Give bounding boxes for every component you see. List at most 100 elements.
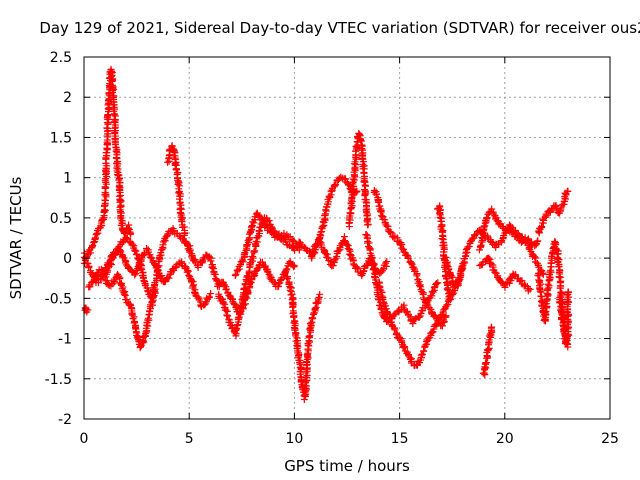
data-point xyxy=(335,247,343,255)
data-point xyxy=(92,234,100,242)
data-point xyxy=(531,253,539,261)
data-point xyxy=(235,262,243,270)
series-a4 xyxy=(80,245,215,311)
data-point xyxy=(85,264,93,272)
data-point xyxy=(385,313,393,321)
data-point xyxy=(502,280,510,288)
data-point xyxy=(376,207,384,215)
data-point xyxy=(382,302,390,310)
data-point xyxy=(146,253,154,261)
data-point xyxy=(540,316,548,324)
data-point xyxy=(206,253,214,261)
plot-frame xyxy=(83,56,611,420)
series-a14 xyxy=(295,233,391,280)
data-point xyxy=(391,326,399,334)
data-point xyxy=(331,181,339,189)
series-a18 xyxy=(375,261,467,370)
x-tick-label: 5 xyxy=(185,431,194,447)
data-point xyxy=(244,273,252,281)
series-a10 xyxy=(231,209,303,280)
series-a5 xyxy=(85,265,159,352)
data-point xyxy=(207,290,215,298)
data-point xyxy=(284,275,292,283)
data-point xyxy=(317,228,325,236)
data-point xyxy=(436,213,444,221)
data-point xyxy=(283,265,291,273)
data-point xyxy=(418,350,426,358)
data-point xyxy=(306,332,314,340)
data-point xyxy=(383,258,391,266)
data-point xyxy=(289,261,297,269)
data-point xyxy=(491,268,499,276)
data-point xyxy=(551,202,559,210)
y-tick-label: -1 xyxy=(58,332,72,348)
data-point xyxy=(180,231,188,239)
data-point xyxy=(543,295,551,303)
data-point xyxy=(558,290,566,298)
data-point xyxy=(557,205,565,213)
data-point xyxy=(352,142,360,150)
data-point xyxy=(534,271,542,279)
data-point xyxy=(375,282,383,290)
data-point xyxy=(362,231,370,239)
data-point xyxy=(133,266,141,274)
data-point xyxy=(281,269,289,277)
data-point xyxy=(174,180,182,188)
data-point xyxy=(413,272,421,280)
data-point xyxy=(541,213,549,221)
data-point xyxy=(185,271,193,279)
data-point xyxy=(290,262,298,270)
data-point xyxy=(248,222,256,230)
series-a2 xyxy=(97,65,135,238)
x-tick-label: 0 xyxy=(80,431,89,447)
data-point xyxy=(305,332,313,340)
y-tick-label: -2 xyxy=(58,412,72,428)
data-point xyxy=(127,230,135,238)
data-point xyxy=(420,296,428,304)
series-a3 xyxy=(81,304,92,316)
data-point xyxy=(220,281,228,289)
data-point xyxy=(207,257,215,265)
data-points xyxy=(80,65,573,403)
data-point xyxy=(190,288,198,296)
data-point xyxy=(407,259,415,267)
data-point xyxy=(84,306,92,314)
x-tick-labels: 0 5 10 15 20 25 xyxy=(80,431,619,447)
data-point xyxy=(485,254,493,262)
series-a16 xyxy=(362,231,442,328)
y-tick-label: 1.5 xyxy=(50,130,72,146)
y-tick-label: 1 xyxy=(63,171,72,187)
y-tick-label: 0.5 xyxy=(50,211,72,227)
data-point xyxy=(465,243,473,251)
data-point xyxy=(290,263,298,271)
y-tick-labels: -2 -1.5 -1 -0.5 0 0.5 1 1.5 2 2.5 xyxy=(45,50,72,428)
data-point xyxy=(456,270,464,278)
data-point xyxy=(92,273,100,281)
data-point xyxy=(107,259,115,267)
data-point xyxy=(295,238,303,246)
data-point xyxy=(175,189,183,197)
data-point xyxy=(439,232,447,240)
data-point xyxy=(128,311,136,319)
data-point xyxy=(295,246,303,254)
data-point xyxy=(308,251,316,259)
data-point xyxy=(417,351,425,359)
data-point xyxy=(487,323,495,331)
data-point xyxy=(165,274,173,282)
series-a21 xyxy=(475,205,547,278)
x-tick-label: 15 xyxy=(391,431,409,447)
data-point xyxy=(188,251,196,259)
series-a20 xyxy=(442,225,542,290)
data-point xyxy=(232,325,240,333)
data-point xyxy=(382,259,390,267)
data-point xyxy=(89,242,97,250)
data-point xyxy=(243,242,251,250)
data-point xyxy=(483,213,491,221)
data-point xyxy=(564,187,572,195)
data-point xyxy=(169,145,177,153)
data-point xyxy=(555,263,563,271)
data-point xyxy=(224,288,232,296)
series-a26 xyxy=(556,288,573,348)
data-point xyxy=(539,270,547,278)
data-point xyxy=(128,267,136,275)
